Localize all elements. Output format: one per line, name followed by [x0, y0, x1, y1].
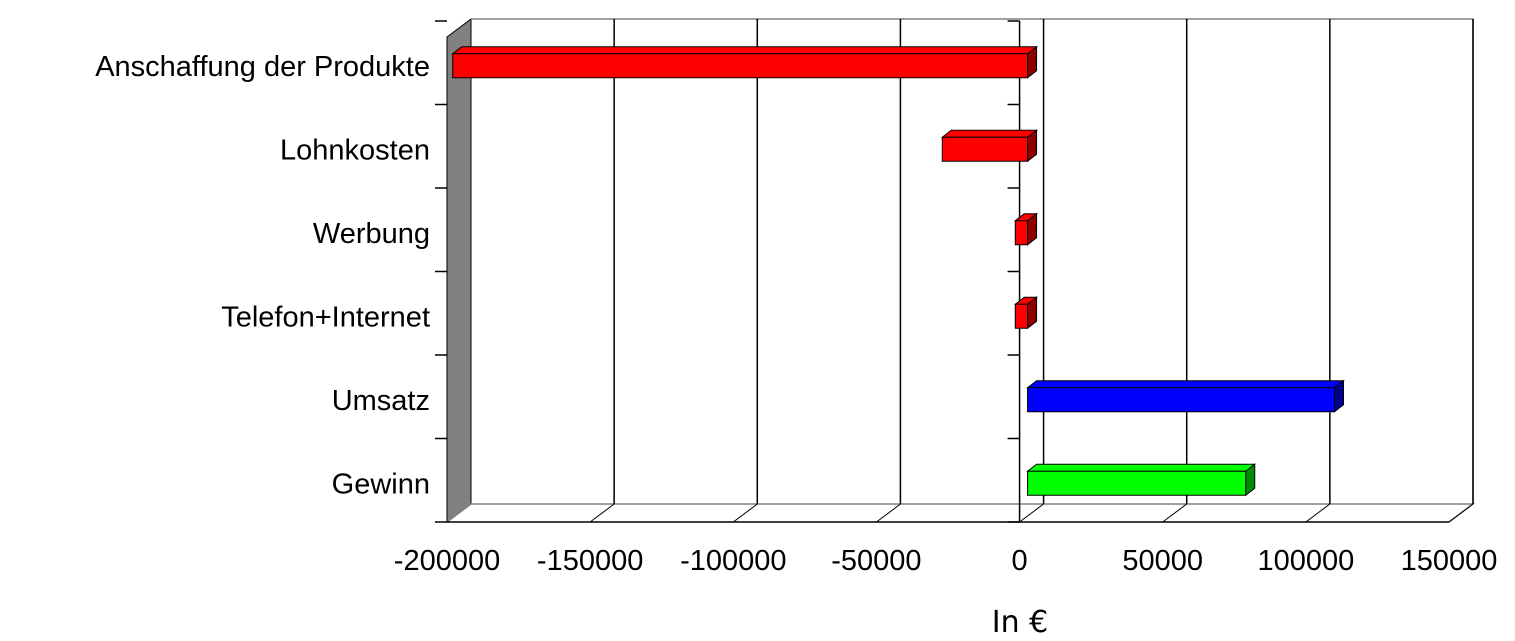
x-tick-label: -50000	[831, 545, 921, 577]
bar-front-face	[1014, 220, 1029, 246]
bar-top-face	[940, 129, 1039, 138]
x-axis-title: In €	[992, 605, 1048, 640]
bar-top-face	[1026, 463, 1257, 472]
bar-front-face	[1027, 470, 1247, 496]
floor-gridline	[1162, 503, 1188, 523]
category-label: Umsatz	[332, 385, 430, 417]
bar	[1026, 379, 1345, 413]
category-label: Gewinn	[332, 468, 430, 500]
floor-gridline	[876, 503, 901, 523]
bar	[451, 45, 1039, 79]
bar	[1026, 463, 1257, 497]
x-tick-label: 100000	[1257, 545, 1354, 577]
category-label: Telefon+Internet	[221, 301, 430, 333]
bar-front-face	[941, 136, 1029, 162]
bar-top-face	[1026, 380, 1345, 389]
category-label: Lohnkosten	[280, 134, 430, 166]
category-label: Anschaffung der Produkte	[95, 51, 430, 83]
floor-gridline	[1305, 503, 1331, 523]
floor-gridline	[589, 503, 615, 523]
bar-top-face	[451, 46, 1039, 55]
bar-front-face	[452, 53, 1029, 79]
x-tick-label: -150000	[537, 545, 643, 577]
floor-gridline	[1019, 503, 1044, 523]
floor-gridline	[732, 503, 758, 523]
bar	[940, 129, 1039, 163]
side-wall	[446, 18, 472, 523]
floor-edge	[446, 503, 1476, 523]
bar-front-face	[1027, 387, 1335, 413]
bar	[1013, 296, 1039, 330]
x-tick-label: 0	[1012, 545, 1028, 577]
x-tick-label: 50000	[1122, 545, 1203, 577]
category-label: Werbung	[313, 218, 430, 250]
bar-front-face	[1014, 303, 1029, 329]
x-tick-label: -100000	[680, 545, 786, 577]
back-wall-border	[471, 18, 1474, 504]
bar	[1013, 212, 1039, 246]
x-tick-label: 150000	[1401, 545, 1498, 577]
floor-gridline	[1448, 503, 1474, 523]
x-tick-label: -200000	[394, 545, 500, 577]
